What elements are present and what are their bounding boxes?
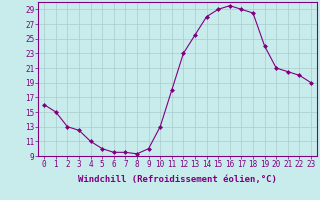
X-axis label: Windchill (Refroidissement éolien,°C): Windchill (Refroidissement éolien,°C): [78, 175, 277, 184]
